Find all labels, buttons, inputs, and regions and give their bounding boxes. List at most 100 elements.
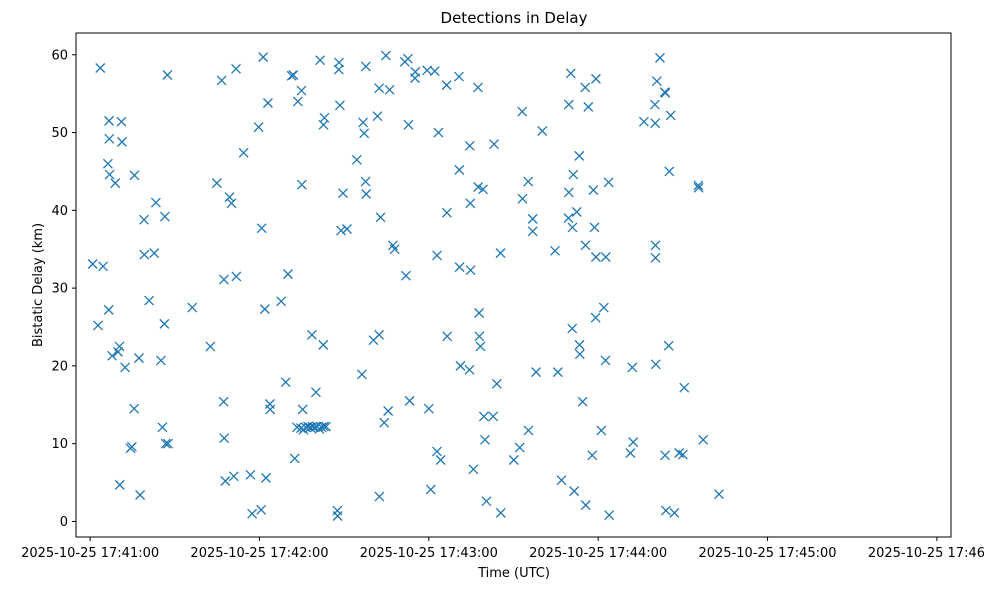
data-point-marker [245, 469, 256, 480]
data-point-marker [531, 367, 542, 378]
data-point-marker [120, 362, 131, 373]
data-point-marker [375, 212, 386, 223]
data-point-marker [410, 66, 421, 77]
data-point-marker [514, 442, 525, 453]
data-point-marker [356, 369, 367, 380]
data-point-marker [669, 507, 680, 518]
data-point-marker [256, 223, 267, 234]
data-point-marker [677, 449, 688, 460]
data-point-marker [432, 446, 442, 457]
data-point-marker [651, 76, 662, 87]
x-tick-label: 2025-10-25 17:44:00 [529, 546, 667, 561]
data-point-marker [351, 154, 362, 165]
data-point-marker [403, 119, 414, 130]
data-point-marker [480, 434, 490, 445]
data-point-marker [231, 271, 242, 282]
data-point-marker [261, 472, 271, 483]
data-point-marker [650, 359, 661, 370]
data-point-marker [216, 75, 227, 86]
data-point-marker [265, 404, 276, 415]
data-point-marker [693, 182, 704, 193]
data-point-marker [384, 84, 395, 95]
data-point-marker [563, 99, 574, 110]
data-point-marker [495, 507, 506, 518]
data-point-marker [454, 262, 465, 273]
data-point-marker [159, 318, 170, 329]
data-point-marker [464, 364, 475, 375]
data-point-marker [104, 169, 115, 180]
data-point-marker [468, 464, 479, 475]
data-point-marker [590, 73, 601, 84]
data-point-marker [259, 304, 270, 315]
data-point-marker [464, 140, 475, 151]
data-point-marker [247, 508, 258, 519]
data-point-marker [495, 248, 506, 259]
data-point-marker [297, 404, 308, 415]
data-point-marker [117, 136, 127, 147]
data-point-marker [360, 61, 371, 72]
data-point-marker [567, 323, 578, 334]
data-point-marker [310, 387, 321, 398]
data-point-marker [114, 341, 125, 352]
data-point-marker [650, 252, 661, 263]
data-point-marker [627, 362, 638, 373]
y-tick-label: 30 [51, 282, 68, 297]
data-point-marker [102, 158, 113, 169]
data-point-marker [129, 170, 140, 181]
data-point-marker [104, 133, 115, 144]
data-point-marker [550, 245, 560, 256]
data-point-marker [517, 106, 528, 117]
y-tick-label: 40 [51, 204, 68, 219]
data-point-marker [292, 422, 302, 433]
x-tick-label: 2025-10-25 17:45:00 [698, 546, 836, 561]
data-point-marker [296, 179, 307, 190]
data-point-marker [149, 248, 160, 259]
data-point-marker [336, 225, 346, 236]
data-point-marker [319, 112, 330, 123]
data-point-marker [588, 185, 599, 196]
data-point-marker [224, 192, 235, 203]
data-point-marker [454, 71, 464, 82]
data-point-marker [374, 83, 385, 94]
data-point-marker [104, 115, 114, 126]
data-point-marker [358, 117, 369, 128]
data-point-marker [465, 265, 476, 276]
data-point-marker [568, 169, 579, 180]
data-point-marker [292, 96, 303, 107]
data-points [87, 50, 724, 521]
data-point-marker [665, 110, 676, 121]
data-point-marker [517, 193, 528, 204]
data-point-marker [508, 455, 519, 465]
data-point-marker [478, 411, 489, 422]
data-point-marker [714, 489, 724, 500]
data-point-marker [379, 417, 390, 428]
data-point-marker [655, 52, 665, 63]
data-point-marker [433, 127, 444, 138]
data-point-marker [628, 437, 639, 448]
data-point-marker [563, 187, 574, 198]
data-point-marker [475, 341, 486, 352]
data-point-marker [604, 510, 615, 521]
data-point-marker [598, 302, 609, 313]
data-point-marker [569, 486, 580, 497]
data-point-marker [126, 441, 137, 452]
y-tick-label: 60 [51, 48, 68, 63]
y-tick-label: 0 [60, 515, 68, 530]
data-point-marker [402, 53, 413, 64]
data-point-marker [660, 505, 671, 516]
data-point-marker [580, 82, 591, 93]
data-point-marker [139, 249, 150, 260]
data-point-marker [361, 189, 372, 199]
data-point-marker [552, 367, 563, 378]
data-point-marker [638, 116, 649, 127]
data-point-marker [307, 329, 317, 340]
data-point-marker [580, 240, 591, 251]
data-point-marker [589, 222, 600, 233]
y-tick-label: 20 [51, 359, 68, 374]
data-point-marker [489, 139, 499, 150]
data-point-marker [296, 85, 307, 96]
data-point-marker [649, 99, 660, 110]
data-point-marker [372, 111, 383, 122]
data-point-marker [587, 450, 598, 461]
